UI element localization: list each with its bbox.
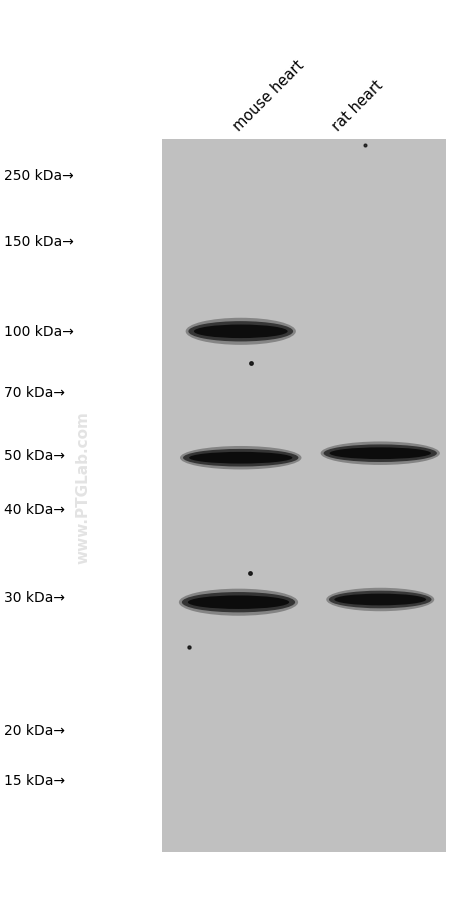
- Text: 50 kDa→: 50 kDa→: [4, 448, 66, 463]
- Ellipse shape: [180, 446, 302, 470]
- Ellipse shape: [189, 452, 292, 464]
- Ellipse shape: [194, 325, 288, 339]
- Ellipse shape: [329, 447, 431, 460]
- Text: 70 kDa→: 70 kDa→: [4, 385, 66, 400]
- Ellipse shape: [326, 588, 434, 612]
- Text: www.PTGLab.com: www.PTGLab.com: [76, 410, 91, 564]
- Text: rat heart: rat heart: [329, 78, 386, 133]
- Text: 15 kDa→: 15 kDa→: [4, 773, 66, 787]
- Ellipse shape: [320, 442, 440, 465]
- Text: 250 kDa→: 250 kDa→: [4, 169, 74, 183]
- Ellipse shape: [179, 589, 298, 616]
- Ellipse shape: [324, 445, 437, 463]
- Ellipse shape: [329, 591, 432, 609]
- Text: 100 kDa→: 100 kDa→: [4, 325, 74, 339]
- Text: 30 kDa→: 30 kDa→: [4, 590, 66, 604]
- Text: 150 kDa→: 150 kDa→: [4, 235, 74, 249]
- Text: mouse heart: mouse heart: [230, 57, 306, 133]
- Ellipse shape: [185, 318, 296, 345]
- Ellipse shape: [189, 322, 293, 342]
- Ellipse shape: [334, 594, 426, 606]
- Text: 20 kDa→: 20 kDa→: [4, 723, 66, 738]
- Ellipse shape: [188, 596, 289, 610]
- Ellipse shape: [182, 593, 295, 612]
- Bar: [162, 140, 446, 852]
- Ellipse shape: [183, 449, 298, 467]
- Text: 40 kDa→: 40 kDa→: [4, 502, 66, 517]
